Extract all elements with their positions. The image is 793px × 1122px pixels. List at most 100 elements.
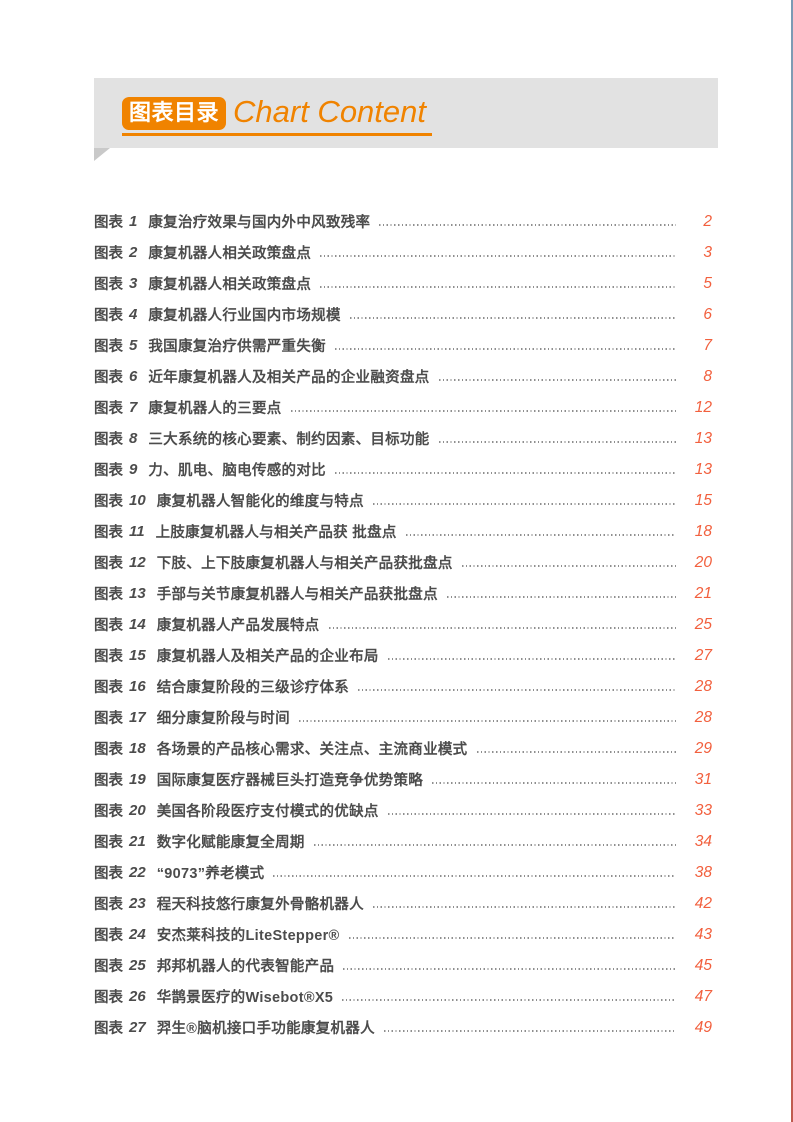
toc-entry-prefix: 图表 [94,649,123,665]
toc-entry-prefix: 图表 [94,1021,123,1037]
toc-entry[interactable]: 图表 1 康复治疗效果与国内外中风致残率 2 [94,206,712,237]
toc-entry[interactable]: 图表 16 结合康复阶段的三级诊疗体系 28 [94,671,712,702]
toc-entry-page: 21 [694,584,712,602]
toc-entry-prefix: 图表 [94,680,123,696]
toc-leader-dots [387,812,676,815]
toc-entry-title: 近年康复机器人及相关产品的企业融资盘点 [148,370,430,386]
toc-entry-title: 康复机器人的三要点 [148,401,282,417]
toc-entry[interactable]: 图表 14 康复机器人产品发展特点 25 [94,609,712,640]
toc-entry[interactable]: 图表 12 下肢、上下肢康复机器人与相关产品获批盘点 20 [94,547,712,578]
toc-leader-dots [313,843,676,846]
title-underline [122,133,432,136]
toc-entry-prefix: 图表 [94,525,123,541]
toc-entry[interactable]: 图表 13 手部与关节康复机器人与相关产品获批盘点 21 [94,578,712,609]
toc-entry-number: 19 [129,771,146,788]
toc-entry-number: 9 [129,461,138,478]
toc-leader-dots [273,874,676,877]
toc-entry[interactable]: 图表 7 康复机器人的三要点 12 [94,392,712,423]
page-title: Chart Content [233,94,427,129]
toc-entry-number: 22 [129,864,146,881]
toc-entry[interactable]: 图表 27 羿生®脑机接口手功能康复机器人 49 [94,1012,712,1043]
toc-entry-page: 25 [694,615,712,633]
toc-entry-prefix: 图表 [94,990,123,1006]
toc-leader-dots [379,223,676,226]
toc-leader-dots [320,285,676,288]
toc-entry[interactable]: 图表 17 细分康复阶段与时间 28 [94,702,712,733]
toc-entry[interactable]: 图表 6 近年康复机器人及相关产品的企业融资盘点 8 [94,361,712,392]
toc-entry[interactable]: 图表 2 康复机器人相关政策盘点 3 [94,237,712,268]
toc-entry-title: 数字化赋能康复全周期 [156,835,305,851]
toc-entry-page: 43 [694,925,712,943]
toc-leader-dots [446,595,676,598]
toc-entry-prefix: 图表 [94,742,123,758]
header-banner: 图表目录 Chart Content [94,78,718,148]
toc-entry[interactable]: 图表 9 力、肌电、脑电传感的对比 13 [94,454,712,485]
toc-entry-title: 羿生®脑机接口手功能康复机器人 [156,1021,375,1037]
page-edge-gradient [791,0,793,1122]
toc-entry-page: 20 [694,553,712,571]
toc-entry-page: 18 [694,522,712,540]
toc-leader-dots [334,347,676,350]
toc-entry-page: 6 [703,305,712,323]
toc-entry-page: 45 [694,956,712,974]
toc-entry-prefix: 图表 [94,711,123,727]
toc-entry[interactable]: 图表 11 上肢康复机器人与相关产品获 批盘点 18 [94,516,712,547]
toc-leader-dots [298,719,676,722]
toc-entry-page: 29 [694,739,712,757]
toc-leader-dots [476,750,676,753]
banner-fold-corner [94,148,110,161]
toc-entry-prefix: 图表 [94,463,123,479]
toc-entry-page: 33 [694,801,712,819]
toc-entry-page: 13 [694,429,712,447]
toc-entry[interactable]: 图表 4 康复机器人行业国内市场规模 6 [94,299,712,330]
toc-entry-page: 49 [694,1018,712,1036]
toc-entry-number: 12 [129,554,146,571]
toc-entry-prefix: 图表 [94,339,123,355]
toc-entry-prefix: 图表 [94,773,123,789]
toc-leader-dots [432,781,676,784]
toc-entry[interactable]: 图表 8 三大系统的核心要素、制约因素、目标功能 13 [94,423,712,454]
toc-entry-title: 康复机器人相关政策盘点 [148,277,312,293]
toc-leader-dots [334,471,676,474]
toc-entry-number: 2 [129,244,138,261]
toc-entry[interactable]: 图表 23 程天科技悠行康复外骨骼机器人 42 [94,888,712,919]
toc-entry-page: 38 [694,863,712,881]
toc-entry-title: 我国康复治疗供需严重失衡 [148,339,326,355]
toc-entry-number: 18 [129,740,146,757]
toc-entry[interactable]: 图表 3 康复机器人相关政策盘点 5 [94,268,712,299]
toc-entry[interactable]: 图表 5 我国康复治疗供需严重失衡 7 [94,330,712,361]
toc-entry[interactable]: 图表 19 国际康复医疗器械巨头打造竞争优势策略 31 [94,764,712,795]
toc-entry-title: 手部与关节康复机器人与相关产品获批盘点 [156,587,438,603]
toc-entry[interactable]: 图表 24 安杰莱科技的LiteStepper® 43 [94,919,712,950]
toc-entry-title: 康复机器人及相关产品的企业布局 [156,649,379,665]
toc-entry-prefix: 图表 [94,897,123,913]
toc-entry-title: 上肢康复机器人与相关产品获 批盘点 [155,525,397,541]
chart-toc-badge: 图表目录 [122,96,227,130]
toc-entry[interactable]: 图表 22 “9073”养老模式 38 [94,857,712,888]
toc-entry-page: 7 [703,336,712,354]
toc-entry-prefix: 图表 [94,618,123,634]
toc-entry-page: 28 [694,677,712,695]
toc-leader-dots [342,998,676,1001]
toc-entry-prefix: 图表 [94,308,123,324]
toc-leader-dots [461,564,676,567]
toc-entry[interactable]: 图表 25 邦邦机器人的代表智能产品 45 [94,950,712,981]
toc-entry[interactable]: 图表 21 数字化赋能康复全周期 34 [94,826,712,857]
toc-entry-page: 47 [694,987,712,1005]
toc-entry-number: 14 [129,616,146,633]
toc-entry[interactable]: 图表 20 美国各阶段医疗支付模式的优缺点 33 [94,795,712,826]
toc-entry[interactable]: 图表 26 华鹊景医疗的Wisebot®X5 47 [94,981,712,1012]
toc-entry-prefix: 图表 [94,587,123,603]
toc-entry-number: 5 [129,337,138,354]
toc-entry-number: 6 [129,368,138,385]
toc-entry-prefix: 图表 [94,432,123,448]
toc-entry[interactable]: 图表 10 康复机器人智能化的维度与特点 15 [94,485,712,516]
toc-entry[interactable]: 图表 15 康复机器人及相关产品的企业布局 27 [94,640,712,671]
toc-entry-title: 美国各阶段医疗支付模式的优缺点 [156,804,379,820]
toc-entry-prefix: 图表 [94,370,123,386]
toc-entry[interactable]: 图表 18 各场景的产品核心需求、关注点、主流商业模式 29 [94,733,712,764]
toc-entry-page: 3 [703,243,712,261]
toc-leader-dots [349,316,676,319]
toc-leader-dots [328,626,676,629]
toc-entry-prefix: 图表 [94,928,123,944]
